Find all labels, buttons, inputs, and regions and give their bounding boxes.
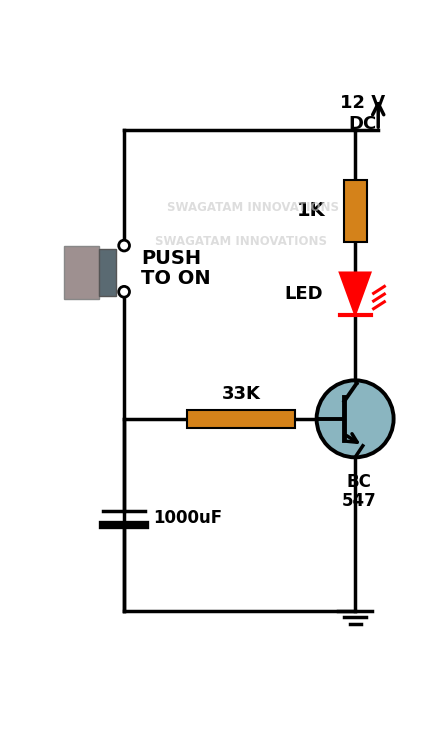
Text: 12 V
DC: 12 V DC — [340, 94, 385, 133]
Circle shape — [119, 240, 130, 251]
Text: 1K: 1K — [297, 202, 326, 221]
FancyBboxPatch shape — [187, 409, 295, 428]
FancyBboxPatch shape — [99, 249, 116, 295]
Text: PUSH
TO ON: PUSH TO ON — [141, 249, 211, 289]
Polygon shape — [340, 273, 370, 315]
Text: SWAGATAM INNOVATIONS: SWAGATAM INNOVATIONS — [167, 200, 339, 213]
Circle shape — [119, 287, 130, 298]
FancyBboxPatch shape — [64, 246, 99, 300]
Text: SWAGATAM INNOVATIONS: SWAGATAM INNOVATIONS — [155, 235, 327, 249]
Text: 1000uF: 1000uF — [153, 510, 222, 527]
FancyBboxPatch shape — [343, 180, 367, 242]
Text: LED: LED — [284, 284, 323, 303]
Circle shape — [316, 380, 394, 458]
Text: 33K: 33K — [222, 385, 261, 404]
Text: BC
547: BC 547 — [342, 473, 376, 510]
